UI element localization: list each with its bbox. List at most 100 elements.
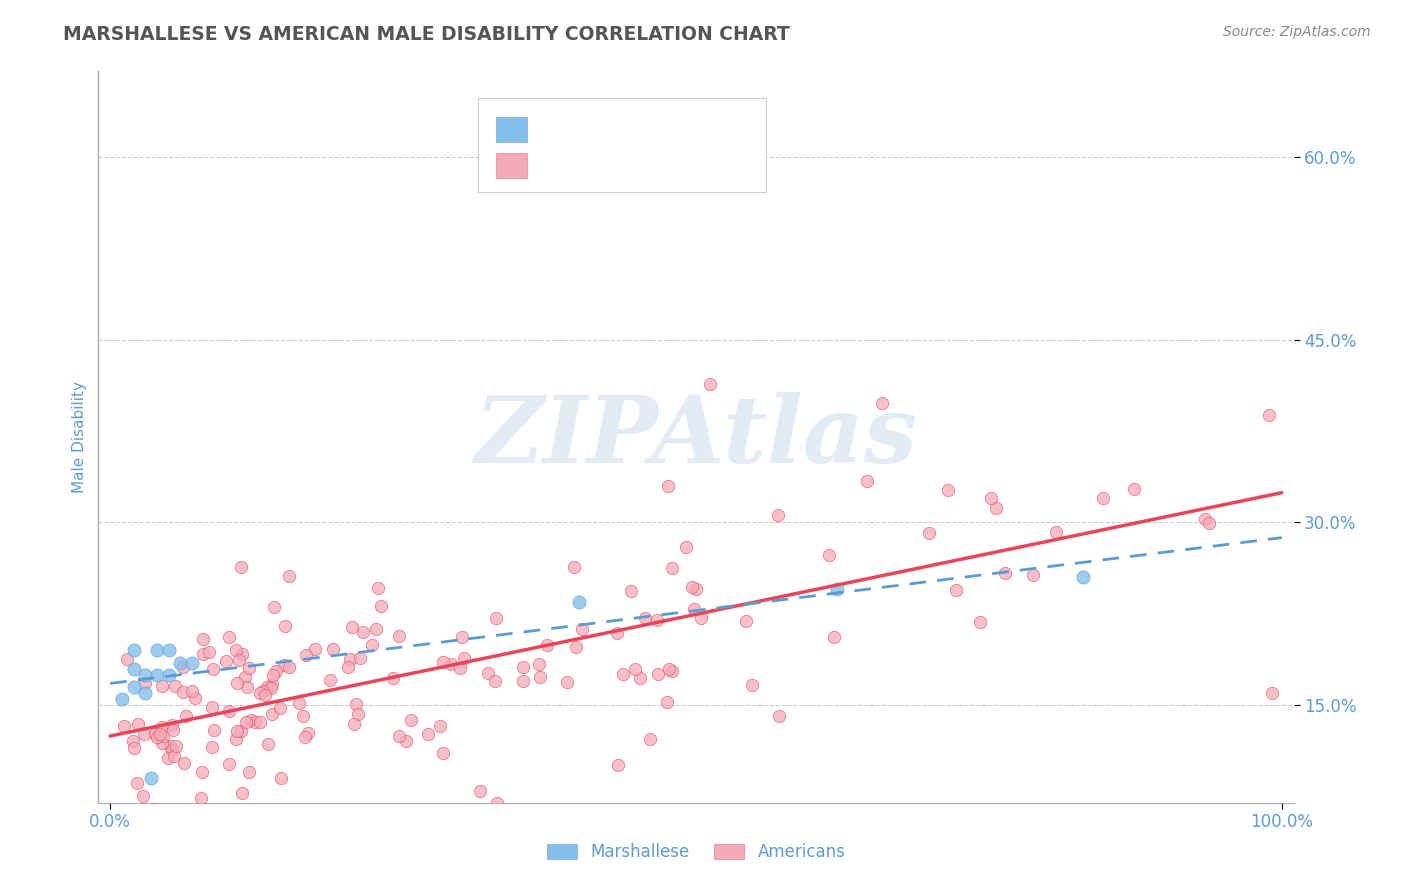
Point	[235, 715, 257, 730]
Point	[249, 686, 271, 700]
Point	[1091, 491, 1114, 505]
Point	[264, 664, 287, 678]
Point	[231, 647, 253, 661]
Point	[512, 660, 534, 674]
Point	[675, 540, 697, 554]
Point	[262, 667, 284, 681]
Point	[240, 713, 263, 727]
Point	[191, 632, 214, 646]
Point	[418, 727, 440, 741]
Point	[160, 743, 183, 757]
Text: 172: 172	[685, 154, 723, 172]
Point	[319, 673, 342, 688]
Point	[699, 376, 721, 391]
Point	[741, 678, 763, 692]
Point	[218, 630, 240, 644]
Point	[132, 726, 155, 740]
Point	[112, 719, 135, 733]
Point	[370, 599, 392, 614]
Point	[1122, 482, 1144, 496]
Point	[181, 656, 204, 670]
Text: N =: N =	[637, 120, 673, 135]
Point	[238, 765, 260, 780]
Point	[127, 716, 149, 731]
Point	[146, 667, 169, 682]
Point	[292, 709, 315, 723]
Point	[361, 639, 384, 653]
Point	[252, 684, 274, 698]
Point	[132, 789, 155, 803]
Point	[115, 651, 138, 665]
Point	[768, 508, 790, 522]
Point	[172, 660, 194, 674]
Point	[134, 667, 156, 682]
Legend: Marshallese, Americans: Marshallese, Americans	[540, 837, 852, 868]
Point	[683, 601, 706, 615]
Point	[994, 566, 1017, 581]
Point	[127, 815, 149, 830]
Point	[260, 706, 283, 721]
Point	[152, 730, 174, 744]
Point	[945, 583, 967, 598]
Point	[969, 615, 991, 629]
Point	[685, 582, 707, 597]
Point	[388, 729, 411, 743]
Point	[122, 680, 145, 694]
Point	[169, 656, 191, 670]
Point	[536, 638, 558, 652]
Point	[202, 723, 225, 737]
Text: MARSHALLESE VS AMERICAN MALE DISABILITY CORRELATION CHART: MARSHALLESE VS AMERICAN MALE DISABILITY …	[63, 25, 790, 44]
Point	[1198, 516, 1220, 530]
Point	[270, 771, 292, 785]
Point	[768, 709, 790, 723]
Point	[257, 737, 280, 751]
Point	[484, 674, 506, 689]
Point	[122, 662, 145, 676]
Point	[555, 675, 578, 690]
Point	[429, 719, 451, 733]
Point	[263, 600, 285, 615]
Point	[150, 679, 173, 693]
Point	[231, 723, 253, 738]
Point	[229, 560, 252, 574]
Point	[734, 614, 756, 628]
Point	[163, 749, 186, 764]
Point	[661, 560, 683, 574]
Point	[201, 739, 224, 754]
Text: R =: R =	[538, 120, 574, 135]
Point	[269, 700, 291, 714]
Point	[228, 653, 250, 667]
Point	[249, 715, 271, 730]
Point	[125, 775, 148, 789]
Point	[606, 626, 628, 640]
Point	[278, 660, 301, 674]
Point	[657, 479, 679, 493]
Point	[477, 665, 499, 680]
Point	[157, 643, 180, 657]
Point	[1258, 409, 1281, 423]
Point	[568, 595, 591, 609]
Text: Source: ZipAtlas.com: Source: ZipAtlas.com	[1223, 25, 1371, 39]
Point	[253, 688, 276, 702]
Point	[288, 696, 311, 710]
Point	[165, 739, 187, 753]
Point	[156, 751, 179, 765]
Point	[346, 707, 368, 722]
Point	[186, 804, 208, 818]
Point	[440, 657, 463, 671]
Point	[150, 720, 173, 734]
Point	[984, 501, 1007, 516]
Point	[485, 796, 508, 810]
Point	[367, 581, 389, 595]
Point	[225, 724, 247, 739]
Point	[181, 684, 204, 698]
Point	[527, 657, 550, 671]
Point	[143, 726, 166, 740]
Point	[159, 739, 181, 753]
Point	[162, 723, 184, 737]
Point	[141, 772, 163, 786]
Point	[512, 674, 534, 689]
Point	[620, 584, 643, 599]
Point	[468, 784, 491, 798]
Point	[352, 625, 374, 640]
